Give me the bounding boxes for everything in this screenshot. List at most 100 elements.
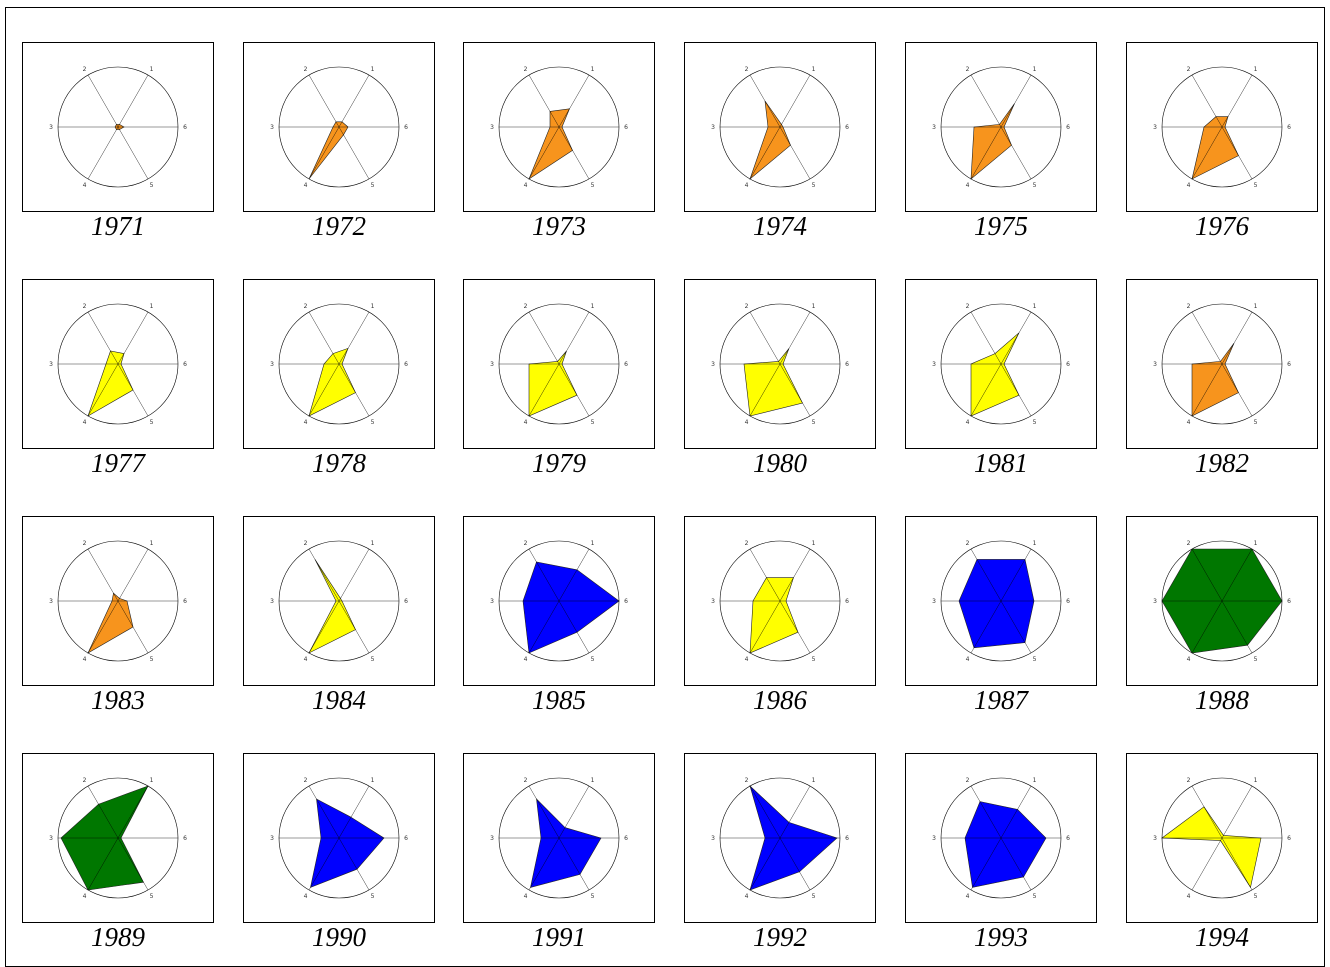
radar-axis-label: 3 xyxy=(270,361,274,368)
radar-axis-label: 3 xyxy=(932,598,936,605)
radar-panel: 1 2 3 4 5 6 xyxy=(905,42,1097,212)
radar-panel: 1 2 3 4 5 6 xyxy=(905,516,1097,686)
radar-axis-spoke xyxy=(308,600,340,654)
radar-axis-label: 4 xyxy=(1187,182,1191,189)
radar-axis-spoke xyxy=(1000,126,1032,180)
radar-axis-spoke xyxy=(528,600,560,654)
radar-axis-label: 5 xyxy=(150,419,154,426)
radar-axis-spoke xyxy=(308,363,340,417)
radar-panel: 1 2 3 4 5 6 xyxy=(684,753,876,923)
radar-series-shape xyxy=(87,592,134,654)
radar-chart: 1 2 3 4 5 6 xyxy=(1153,66,1291,189)
radar-axis-label: 4 xyxy=(83,656,87,663)
radar-axis-label: 3 xyxy=(711,124,715,131)
radar-axis-label: 1 xyxy=(150,540,154,547)
radar-axis-label: 5 xyxy=(1033,656,1037,663)
radar-panel: 1 2 3 4 5 6 xyxy=(243,279,435,449)
radar-series-shape xyxy=(87,350,134,417)
year-label: 1980 xyxy=(753,448,807,478)
radar-axis-label: 5 xyxy=(150,182,154,189)
radar-axis-label: 2 xyxy=(745,540,749,547)
radar-cell-1971: 1 2 3 4 5 6 1971 xyxy=(22,42,214,241)
radar-axis-label: 5 xyxy=(1033,182,1037,189)
year-label: 1974 xyxy=(753,211,807,241)
radar-axis-label: 3 xyxy=(490,835,494,842)
radar-cell-1973: 1 2 3 4 5 6 1973 xyxy=(463,42,655,241)
radar-series-shape xyxy=(528,108,573,180)
radar-panel: 1 2 3 4 5 6 xyxy=(1126,42,1318,212)
radar-axis-spoke xyxy=(338,837,370,891)
radar-axis-label: 2 xyxy=(966,777,970,784)
radar-series-shape xyxy=(308,121,349,180)
radar-axis-spoke xyxy=(308,126,340,180)
radar-axis-label: 1 xyxy=(1254,777,1258,784)
radar-axis-label: 6 xyxy=(1287,361,1291,368)
radar-axis-label: 5 xyxy=(1254,182,1258,189)
radar-axis-label: 5 xyxy=(591,419,595,426)
radar-cell-1986: 1 2 3 4 5 6 1986 xyxy=(684,516,876,715)
radar-axis-spoke xyxy=(970,74,1002,128)
radar-axis-spoke xyxy=(970,126,1002,180)
radar-axis-label: 6 xyxy=(1287,598,1291,605)
radar-axis-label: 1 xyxy=(1254,66,1258,73)
radar-axis-label: 5 xyxy=(1254,656,1258,663)
radar-axis-label: 3 xyxy=(1153,361,1157,368)
year-label: 1994 xyxy=(1195,922,1249,952)
radar-chart: 1 2 3 4 5 6 xyxy=(49,66,187,189)
radar-cell-1990: 1 2 3 4 5 6 1990 xyxy=(243,753,435,952)
year-label: 1979 xyxy=(532,448,586,478)
radar-axis-label: 2 xyxy=(1187,66,1191,73)
radar-chart: 1 2 3 4 5 6 xyxy=(1153,540,1291,663)
radar-axis-label: 3 xyxy=(711,361,715,368)
radar-axis-spoke xyxy=(117,74,149,128)
radar-axis-spoke xyxy=(749,837,781,891)
radar-axis-label: 4 xyxy=(745,656,749,663)
radar-axis-label: 1 xyxy=(150,777,154,784)
radar-axis-spoke xyxy=(338,785,370,839)
radar-axis-spoke xyxy=(87,600,119,654)
radar-axis-label: 2 xyxy=(1187,777,1191,784)
radar-cell-1987: 1 2 3 4 5 6 1987 xyxy=(905,516,1097,715)
radar-axis-spoke xyxy=(749,74,781,128)
radar-cell-1984: 1 2 3 4 5 6 1984 xyxy=(243,516,435,715)
radar-axis-spoke xyxy=(970,548,1002,602)
radar-axis-spoke xyxy=(779,600,811,654)
radar-axis-spoke xyxy=(779,311,811,365)
radar-axis-spoke xyxy=(87,363,119,417)
radar-axis-spoke xyxy=(749,126,781,180)
radar-axis-label: 1 xyxy=(371,66,375,73)
radar-axis-label: 3 xyxy=(932,835,936,842)
radar-cell-1981: 1 2 3 4 5 6 1981 xyxy=(905,279,1097,478)
radar-axis-spoke xyxy=(528,363,560,417)
radar-axis-label: 2 xyxy=(83,66,87,73)
radar-axis-label: 2 xyxy=(304,777,308,784)
radar-cell-1980: 1 2 3 4 5 6 1980 xyxy=(684,279,876,478)
radar-axis-spoke xyxy=(558,785,590,839)
radar-axis-label: 4 xyxy=(1187,656,1191,663)
radar-axis-spoke xyxy=(779,837,811,891)
radar-axis-label: 6 xyxy=(624,598,628,605)
radar-axis-label: 6 xyxy=(624,835,628,842)
radar-panel: 1 2 3 4 5 6 xyxy=(905,279,1097,449)
year-label: 1987 xyxy=(974,685,1028,715)
radar-axis-label: 4 xyxy=(745,419,749,426)
radar-panel: 1 2 3 4 5 6 xyxy=(463,753,655,923)
radar-axis-label: 6 xyxy=(183,124,187,131)
radar-panel: 1 2 3 4 5 6 xyxy=(22,516,214,686)
radar-axis-spoke xyxy=(117,126,149,180)
radar-axis-label: 6 xyxy=(845,598,849,605)
radar-axis-label: 3 xyxy=(49,361,53,368)
radar-axis-spoke xyxy=(87,126,119,180)
radar-cell-1972: 1 2 3 4 5 6 1972 xyxy=(243,42,435,241)
radar-axis-spoke xyxy=(558,548,590,602)
radar-axis-spoke xyxy=(338,548,370,602)
radar-cell-1982: 1 2 3 4 5 6 1982 xyxy=(1126,279,1318,478)
radar-axis-spoke xyxy=(970,363,1002,417)
radar-axis-spoke xyxy=(1000,785,1032,839)
radar-axis-label: 6 xyxy=(1066,361,1070,368)
radar-panel: 1 2 3 4 5 6 xyxy=(22,42,214,212)
radar-panel: 1 2 3 4 5 6 xyxy=(243,42,435,212)
radar-axis-label: 1 xyxy=(1254,303,1258,310)
radar-axis-label: 4 xyxy=(524,656,528,663)
year-label: 1982 xyxy=(1195,448,1249,478)
